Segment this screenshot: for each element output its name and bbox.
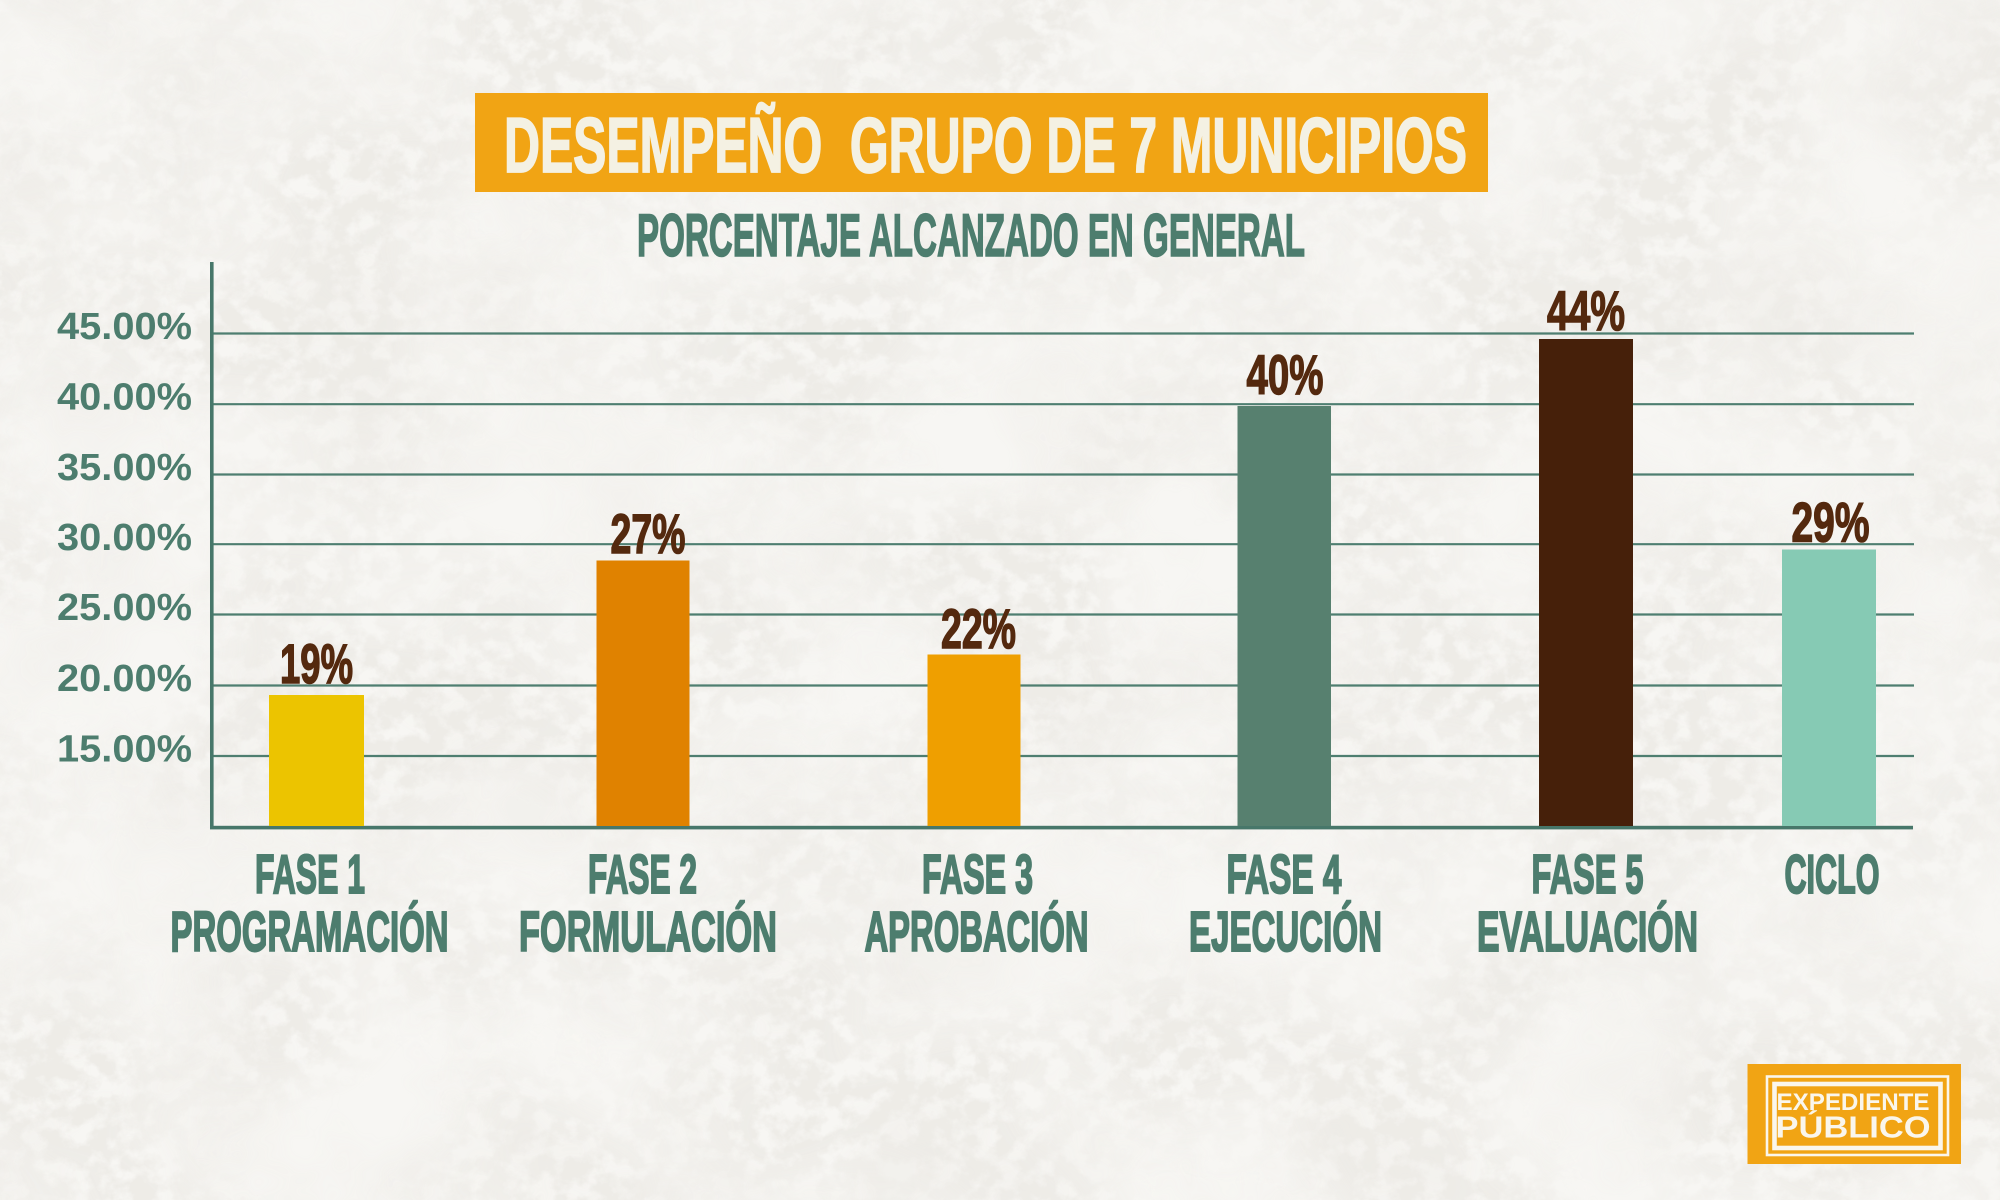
svg-text:FASE 1: FASE 1 (255, 843, 365, 905)
svg-text:CICLO: CICLO (1785, 843, 1880, 905)
svg-text:15.00%: 15.00% (57, 729, 192, 771)
svg-text:40%: 40% (1247, 344, 1324, 406)
svg-text:EXPEDIENTE: EXPEDIENTE (1777, 1089, 1930, 1116)
svg-text:25.00%: 25.00% (57, 587, 192, 629)
svg-text:PORCENTAJE ALCANZADO EN GENERA: PORCENTAJE ALCANZADO EN GENERAL (637, 202, 1305, 269)
svg-text:44%: 44% (1547, 280, 1625, 342)
svg-text:FASE 3: FASE 3 (922, 843, 1033, 905)
svg-text:EJECUCIÓN: EJECUCIÓN (1189, 900, 1382, 964)
svg-text:20.00%: 20.00% (57, 658, 192, 700)
svg-text:45.00%: 45.00% (57, 306, 192, 348)
svg-text:EVALUACIÓN: EVALUACIÓN (1477, 900, 1698, 964)
svg-text:35.00%: 35.00% (57, 447, 192, 489)
svg-text:27%: 27% (611, 503, 686, 565)
svg-text:FASE 2: FASE 2 (588, 843, 697, 905)
svg-text:40.00%: 40.00% (57, 377, 192, 419)
svg-text:FASE 5: FASE 5 (1532, 843, 1644, 905)
svg-text:APROBACIÓN: APROBACIÓN (865, 900, 1089, 964)
svg-text:22%: 22% (941, 598, 1016, 660)
svg-text:19%: 19% (280, 633, 353, 695)
svg-text:30.00%: 30.00% (57, 517, 192, 559)
svg-text:PROGRAMACIÓN: PROGRAMACIÓN (171, 900, 449, 964)
svg-text:PÚBLICO: PÚBLICO (1776, 1109, 1931, 1145)
svg-text:FASE 4: FASE 4 (1227, 843, 1342, 905)
svg-text:FORMULACIÓN: FORMULACIÓN (519, 900, 777, 964)
svg-text:29%: 29% (1792, 492, 1870, 554)
svg-text:DESEMPEÑO GRUPO DE 7 MUNICIPI: DESEMPEÑO GRUPO DE 7 MUNICIPIOS (504, 101, 1467, 189)
